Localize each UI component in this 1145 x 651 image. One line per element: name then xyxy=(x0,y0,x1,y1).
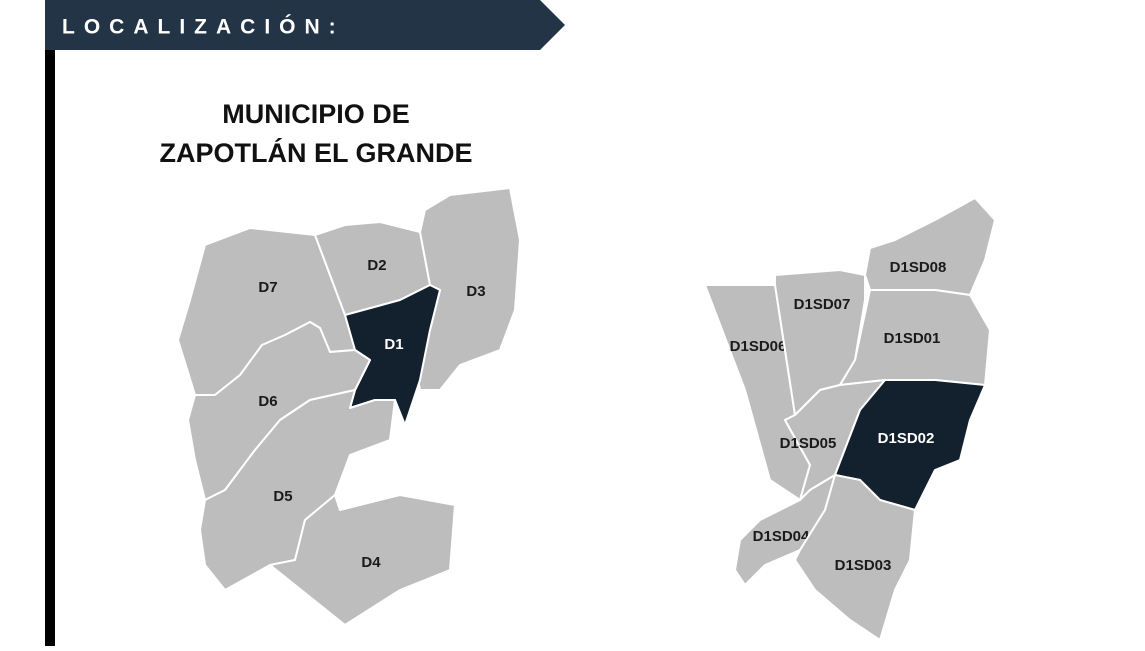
map-title: MUNICIPIO DE xyxy=(222,99,410,129)
region xyxy=(269,494,456,626)
region-label: D7 xyxy=(258,279,277,296)
region-label: D1 xyxy=(384,336,403,353)
region-label: D1SD04 xyxy=(753,528,810,545)
region-label: D1SD05 xyxy=(780,435,837,452)
region xyxy=(794,474,916,641)
map-title: ZAPOTLÁN EL GRANDE xyxy=(159,137,472,168)
region xyxy=(834,379,986,511)
region-label: D4 xyxy=(361,554,381,571)
region-label: D1SD03 xyxy=(835,557,892,574)
region-label: D3 xyxy=(466,283,485,300)
header-banner xyxy=(45,0,565,50)
region-label: D1SD06 xyxy=(730,338,787,355)
region-label: D5 xyxy=(273,488,292,505)
region-label: D1SD01 xyxy=(884,330,941,347)
region-label: D2 xyxy=(367,257,386,274)
region-label: D1SD07 xyxy=(794,296,851,313)
region xyxy=(734,474,836,586)
maps: D7 D2 D3 D1 D6 D5 D4 D1SD06 D1SD07 D1SD08 D1SD01 D1… xyxy=(177,187,996,641)
region-label: D6 xyxy=(258,393,277,410)
region-label: D1SD02 xyxy=(878,430,935,447)
left-border xyxy=(45,40,55,646)
region-label: D1SD08 xyxy=(890,259,947,276)
region xyxy=(864,197,996,296)
header-title: LOCALIZACIÓN: xyxy=(62,15,345,39)
region xyxy=(199,389,396,591)
